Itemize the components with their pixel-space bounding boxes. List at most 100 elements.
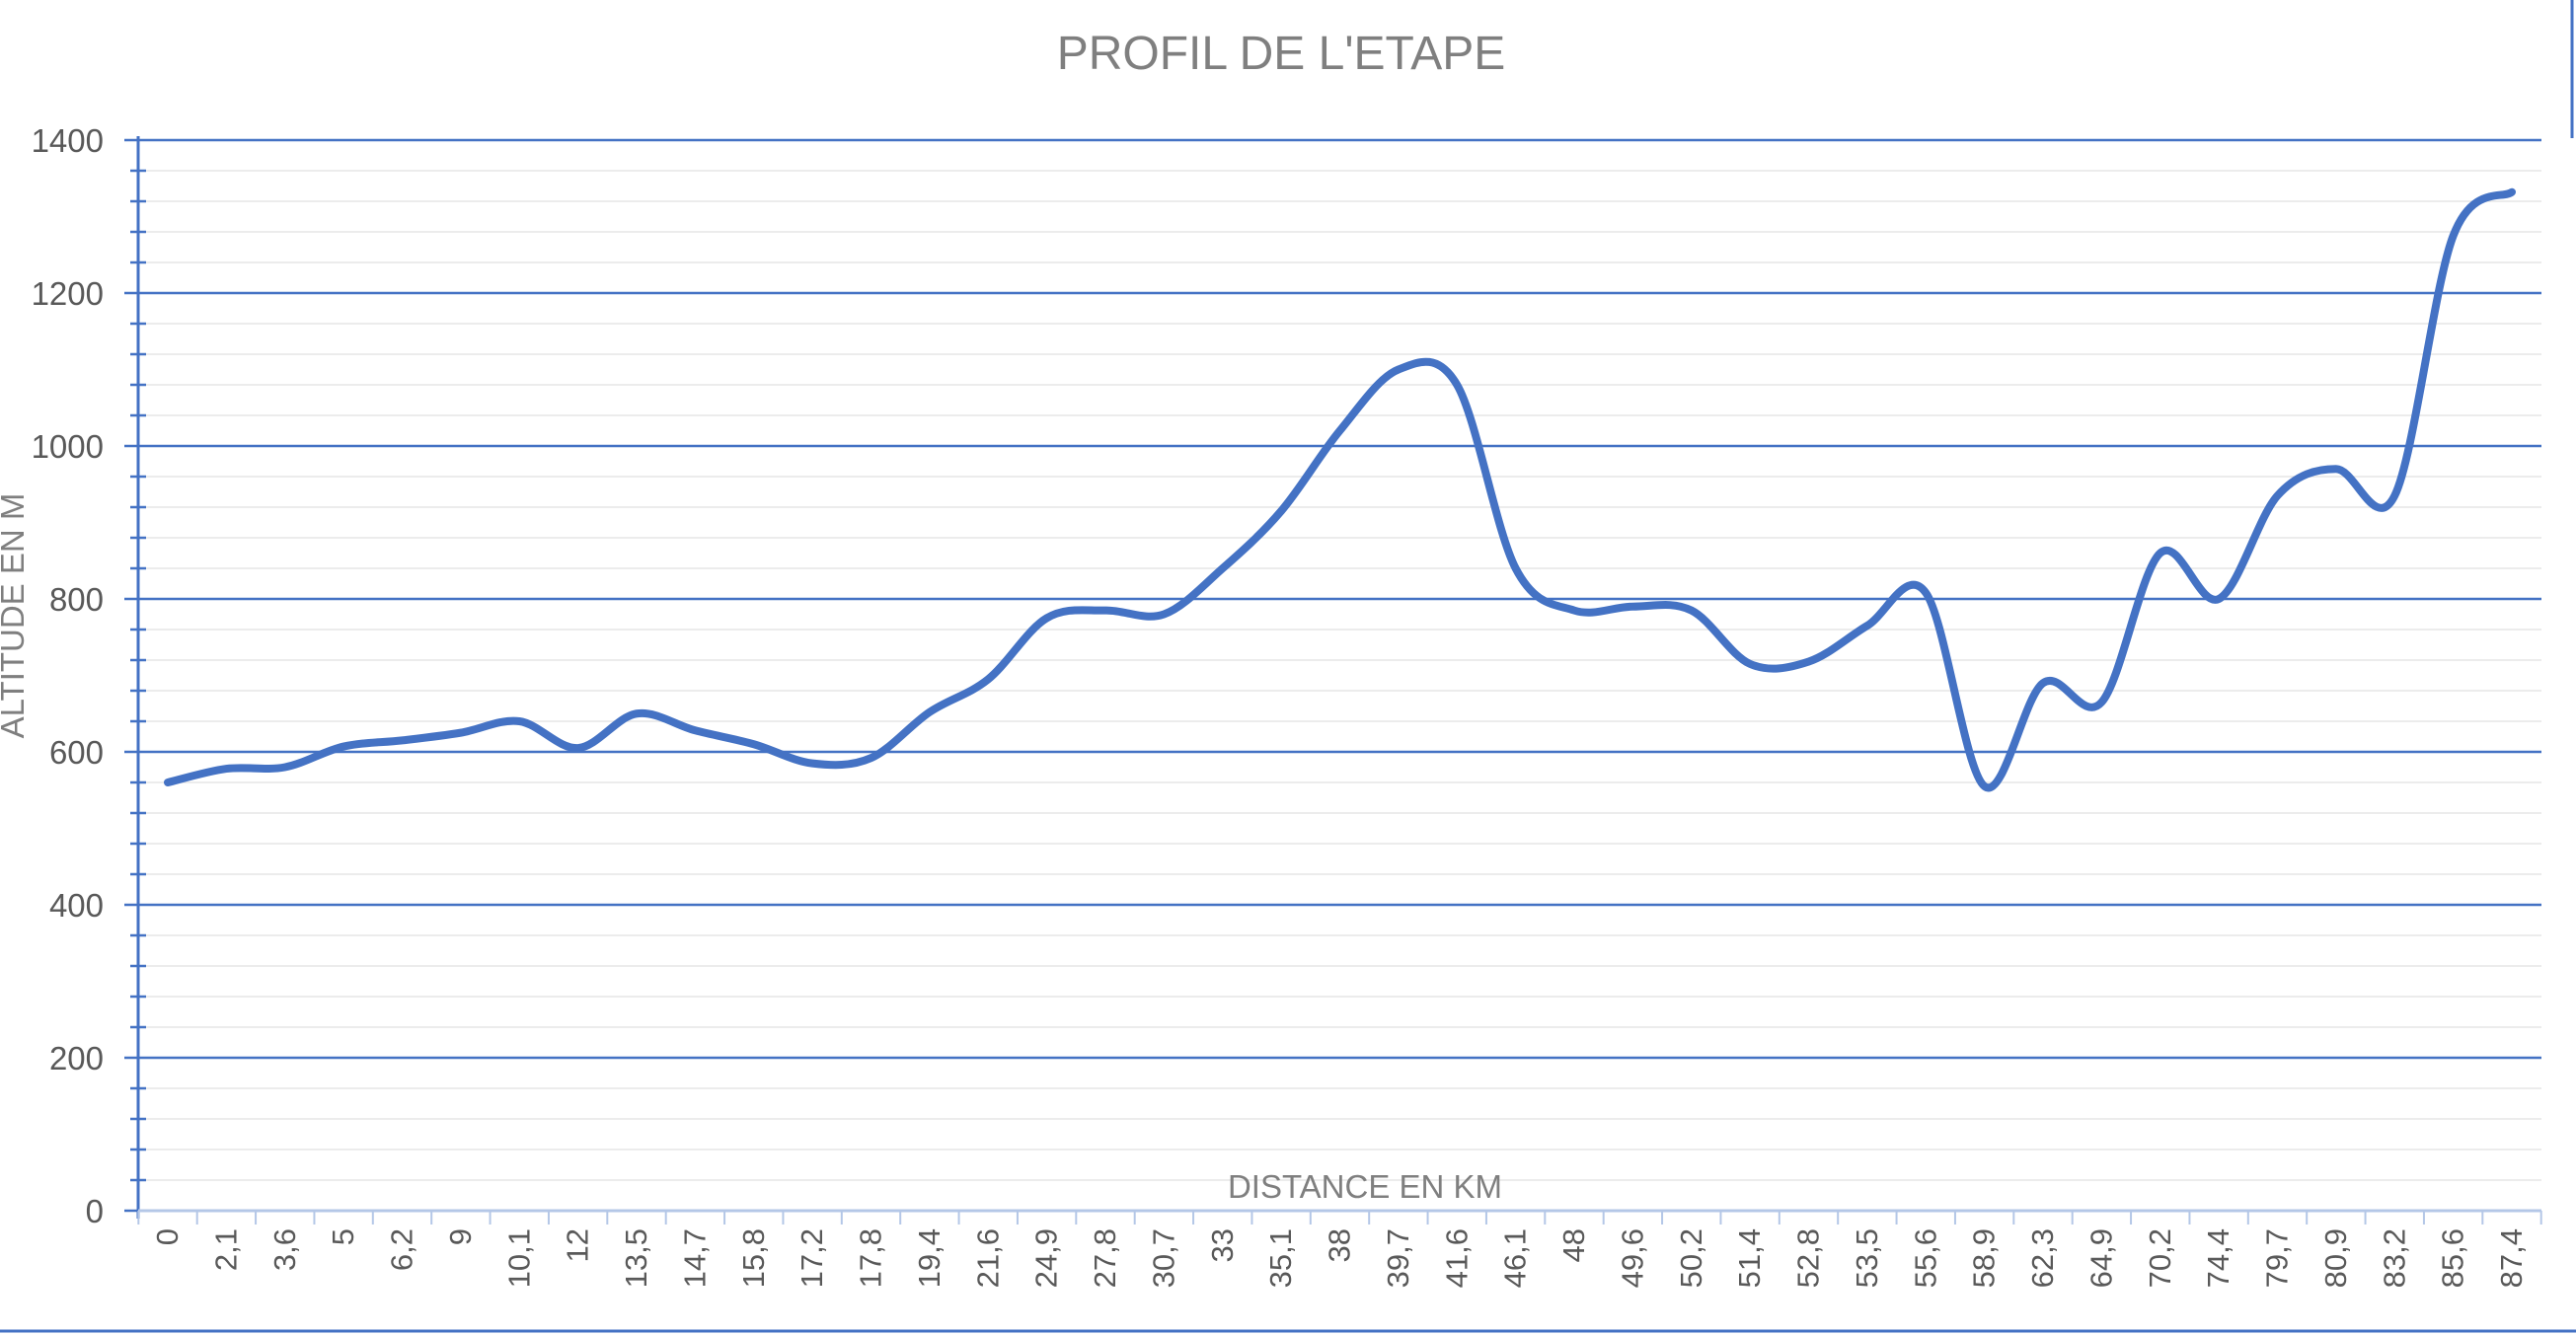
data-point <box>2451 233 2457 239</box>
y-tick-label: 1400 <box>32 122 104 159</box>
x-tick-label: 48 <box>1556 1228 1591 1262</box>
x-tick-label: 30,7 <box>1146 1228 1180 1288</box>
x-tick-label: 50,2 <box>1674 1228 1708 1288</box>
x-tick-label: 21,6 <box>970 1228 1005 1288</box>
x-tick-label: 38 <box>1323 1228 1357 1262</box>
data-point <box>2509 189 2515 195</box>
y-tick-label: 400 <box>49 887 104 924</box>
data-point <box>2098 700 2104 705</box>
x-tick-label: 85,6 <box>2436 1228 2470 1288</box>
x-tick-label: 51,4 <box>1732 1228 1767 1288</box>
data-point <box>1513 565 1519 571</box>
x-tick-label: 41,6 <box>1439 1228 1474 1288</box>
x-tick-label: 53,5 <box>1850 1228 1884 1288</box>
data-point <box>2391 492 2397 498</box>
x-tick-label: 14,7 <box>677 1228 712 1288</box>
data-point <box>927 709 933 715</box>
data-point <box>1571 608 1577 614</box>
data-point <box>1689 608 1695 614</box>
x-tick-label: 58,9 <box>1967 1228 2002 1288</box>
data-points <box>165 189 2515 789</box>
x-tick-label: 80,9 <box>2318 1228 2353 1288</box>
y-tick-label: 1200 <box>32 275 104 312</box>
minor-gridlines <box>138 170 2541 1181</box>
x-tick-label: 62,3 <box>2025 1228 2060 1288</box>
data-point <box>634 710 640 716</box>
x-tick-label: 64,9 <box>2084 1228 2118 1288</box>
data-point <box>809 761 815 767</box>
y-tick-label: 600 <box>49 734 104 771</box>
data-point <box>985 676 991 682</box>
data-point <box>1220 565 1226 571</box>
x-tick-label: 17,2 <box>795 1228 829 1288</box>
data-point <box>1396 367 1402 373</box>
data-point <box>2216 596 2222 602</box>
major-gridlines <box>138 138 2541 1060</box>
x-tick-label: 39,7 <box>1381 1228 1415 1288</box>
y-tick-label: 1000 <box>32 428 104 465</box>
data-point <box>2040 680 2046 686</box>
y-axis-title: ALTITUDE EN M <box>0 493 31 739</box>
data-point <box>1454 382 1460 388</box>
data-point <box>869 755 874 761</box>
chart-title: PROFIL DE L'ETAPE <box>1057 28 1506 80</box>
data-point <box>1102 608 1108 614</box>
data-point <box>2158 551 2163 557</box>
x-tick-label: 74,4 <box>2201 1228 2235 1288</box>
data-point <box>2333 466 2339 472</box>
data-point <box>341 744 346 750</box>
data-point <box>282 765 288 771</box>
data-point <box>751 741 757 747</box>
data-point <box>165 779 171 785</box>
data-point <box>1337 428 1343 434</box>
data-point <box>692 727 698 733</box>
y-tick-label: 200 <box>49 1040 104 1076</box>
data-point <box>1278 508 1284 514</box>
x-tick-label: 5 <box>326 1228 360 1245</box>
data-point <box>1629 604 1635 610</box>
x-tick-label: 33 <box>1205 1228 1240 1262</box>
x-tick-label: 9 <box>443 1228 478 1245</box>
axes <box>124 136 2542 1225</box>
data-point <box>1982 783 1988 789</box>
y-tick-label: 0 <box>86 1193 104 1229</box>
data-point <box>1044 615 1050 621</box>
x-tick-label: 87,4 <box>2494 1228 2529 1288</box>
x-tick-label: 13,5 <box>619 1228 653 1288</box>
x-tick-labels: 0 2,1 3,6 5 6,2 9 10,1 12 13,5 14,7 15,8 17,2 17,8 19… <box>150 1228 2529 1288</box>
data-point <box>1864 623 1870 629</box>
x-tick-label: 55,6 <box>1908 1228 1942 1288</box>
data-point <box>1747 661 1753 667</box>
data-point <box>575 745 581 751</box>
data-point <box>1161 612 1167 618</box>
x-tick-label: 12 <box>561 1228 595 1262</box>
data-point <box>1923 590 1929 596</box>
x-tick-label: 0 <box>150 1228 185 1245</box>
data-point <box>400 737 406 743</box>
x-tick-label: 3,6 <box>267 1228 302 1271</box>
x-tick-label: 2,1 <box>208 1228 243 1271</box>
x-tick-label: 46,1 <box>1498 1228 1533 1288</box>
x-tick-label: 17,8 <box>854 1228 888 1288</box>
data-point <box>223 766 229 772</box>
x-tick-label: 52,8 <box>1791 1228 1826 1288</box>
altitude-series-line <box>164 187 2516 792</box>
x-tick-label: 19,4 <box>912 1228 947 1288</box>
x-tick-label: 70,2 <box>2143 1228 2177 1288</box>
data-point <box>1806 659 1812 665</box>
x-tick-label: 10,1 <box>501 1228 536 1288</box>
x-tick-label: 35,1 <box>1263 1228 1298 1288</box>
x-tick-label: 27,8 <box>1088 1228 1122 1288</box>
x-tick-label: 15,8 <box>736 1228 771 1288</box>
x-tick-label: 24,9 <box>1029 1228 1064 1288</box>
x-tick-label: 6,2 <box>385 1228 419 1271</box>
x-axis-title: DISTANCE EN KM <box>1228 1168 1502 1205</box>
data-point <box>2275 492 2281 498</box>
data-point <box>516 718 522 724</box>
y-tick-label: 800 <box>49 581 104 618</box>
x-tick-label: 79,7 <box>2260 1228 2295 1288</box>
data-point <box>458 730 464 736</box>
x-tick-label: 83,2 <box>2377 1228 2411 1288</box>
